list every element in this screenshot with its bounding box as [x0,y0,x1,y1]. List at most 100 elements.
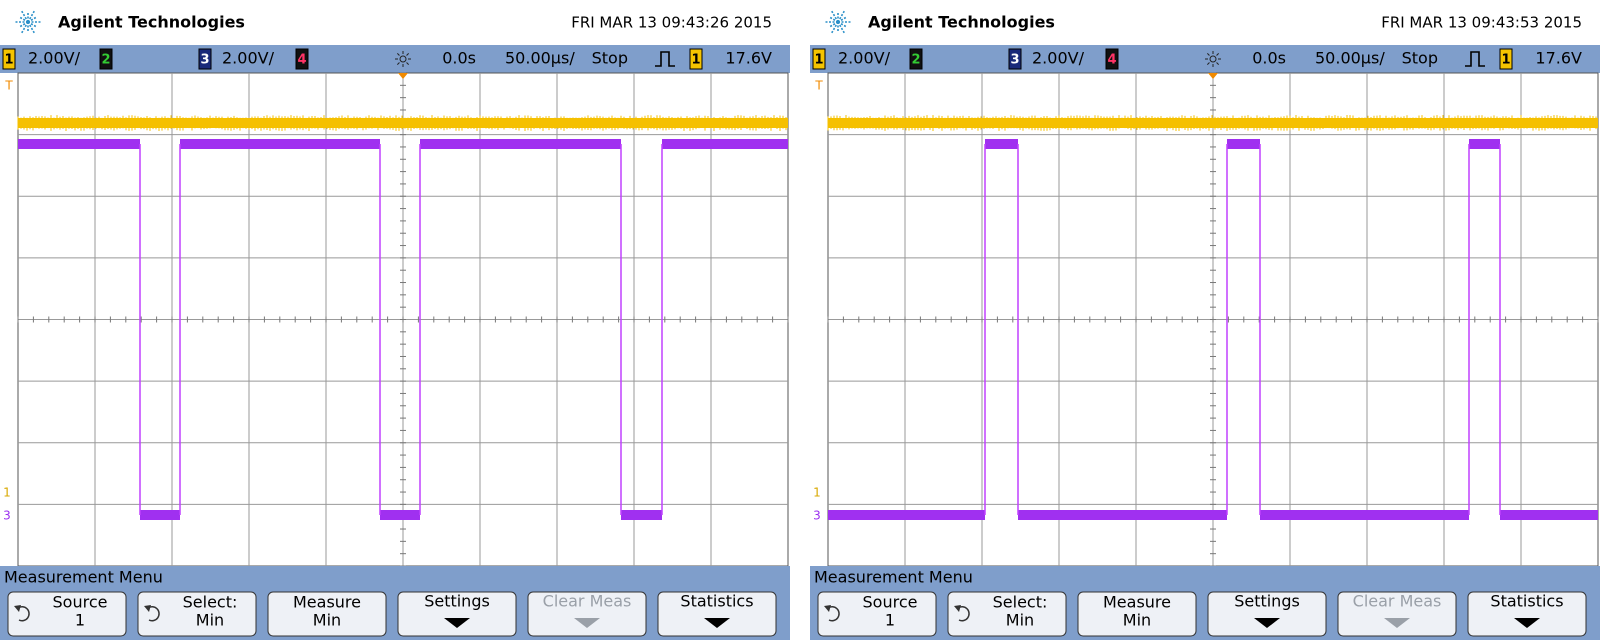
softkey-bg[interactable] [1207,591,1327,637]
timestamp: FRI MAR 13 09:43:53 2015 [1381,14,1582,32]
softkey-rotate-head[interactable] [954,605,961,612]
softkey-bg[interactable] [267,591,387,637]
ch3-scale: 2.00V/ [1032,49,1085,68]
ch1-trace [18,118,788,128]
softkey-bg[interactable] [817,591,937,637]
acquire-icon [1205,51,1221,67]
logo-ray [837,16,847,23]
logo-ray [27,16,37,23]
softkey-arrow[interactable] [574,618,600,628]
acquire-icon-ray [1206,62,1210,66]
softkey-bg[interactable] [1467,591,1587,637]
logo-ray [837,21,846,35]
softkey-bg[interactable] [1337,591,1457,637]
softkey-label[interactable]: Clear Meas [1353,592,1442,611]
ch3-trace-level [180,139,380,149]
ch3-trace-level [621,510,662,520]
ch3-trace-level [1260,510,1469,520]
softkey-label[interactable]: Select: [183,593,238,612]
softkey-label[interactable]: Source [863,593,918,612]
softkey[interactable]: Clear Meas [1337,591,1457,637]
trigger-source-badge: 1 [691,53,700,68]
ch3-trace-level [1500,510,1598,520]
acquire-icon-ray [1216,52,1220,56]
trigger-edge-icon [1465,51,1485,67]
softkey-bg[interactable] [397,591,517,637]
softkey[interactable]: Settings [397,591,517,637]
softkey-arrow[interactable] [1254,618,1280,628]
softkey[interactable]: Statistics [657,591,777,637]
ch1-ground-marker: 1 [813,486,821,500]
softkey[interactable]: Clear Meas [527,591,647,637]
brand-name: Agilent Technologies [58,13,245,32]
timebase: 50.00µs/ [505,49,575,68]
delay: 0.0s [442,49,476,68]
softkey-arrow[interactable] [1514,618,1540,628]
softkey-rotate-head[interactable] [144,605,151,612]
softkey-value[interactable]: 1 [75,611,85,630]
ch2-badge: 2 [101,53,110,68]
softkey-arrow[interactable] [444,618,470,628]
softkey[interactable]: Statistics [1467,591,1587,637]
softkey-rotate-head[interactable] [14,605,21,612]
acquire-icon-core [399,55,407,63]
softkey-bg[interactable] [947,591,1067,637]
ch3-trace-level [140,510,180,520]
softkey[interactable]: Settings [1207,591,1327,637]
softkey-label[interactable]: Select: [993,593,1048,612]
softkey-rotate-icon[interactable] [827,605,840,622]
ch3-badge-bg [1008,48,1022,70]
softkey-bg[interactable] [527,591,647,637]
softkey-bg[interactable] [1077,591,1197,637]
softkey-value[interactable]: 1 [885,611,895,630]
softkey-value[interactable]: Min [313,611,341,630]
trigger-level-marker: T [4,79,13,93]
softkey-rotate-icon[interactable] [147,605,160,622]
trigger-source-badge: 1 [1501,53,1510,68]
softkey-bg[interactable] [657,591,777,637]
softkey-label[interactable]: Statistics [1490,592,1563,611]
softkey-label[interactable]: Settings [424,592,490,611]
acquire-icon-ray [406,52,410,56]
softkey-label[interactable]: Measure [293,593,361,612]
logo-ray [27,21,36,35]
softkey-label[interactable]: Source [53,593,108,612]
ch1-trace-noise [17,115,787,131]
softkey-rotate-icon[interactable] [957,605,970,622]
softkey-label[interactable]: Measure [1103,593,1171,612]
softkey-bg[interactable] [7,591,127,637]
ch3-trace-level [18,139,140,149]
softkey-label[interactable]: Statistics [680,592,753,611]
logo-ray [20,9,29,23]
logo-ray [20,21,29,35]
trigger-level: 17.6V [725,49,772,68]
scope-screen: Agilent Technologies FRI MAR 13 09:43:26 … [0,0,790,640]
softkey-arrow[interactable] [1384,618,1410,628]
softkey-value[interactable]: Min [196,611,224,630]
softkey-rotate-head[interactable] [824,605,831,612]
softkey-rotate-icon[interactable] [17,605,30,622]
softkey[interactable]: Select:Min [137,591,257,637]
acquire-icon-ray [396,52,400,56]
softkey-bg[interactable] [137,591,257,637]
logo-ray [837,9,846,23]
softkey-value[interactable]: Min [1123,611,1151,630]
ch2-badge-bg [909,48,923,70]
softkey-label[interactable]: Clear Meas [543,592,632,611]
softkey-label[interactable]: Settings [1234,592,1300,611]
menu-title: Measurement Menu [4,568,163,587]
ch3-trace-level [420,139,621,149]
ch1-badge: 1 [814,53,823,68]
softkey[interactable]: Select:Min [947,591,1067,637]
softkey-value[interactable]: Min [1006,611,1034,630]
softkey-arrow[interactable] [704,618,730,628]
ch3-trace-level [662,139,788,149]
ch1-badge: 1 [4,53,13,68]
ch3-trace-level [1227,139,1260,149]
